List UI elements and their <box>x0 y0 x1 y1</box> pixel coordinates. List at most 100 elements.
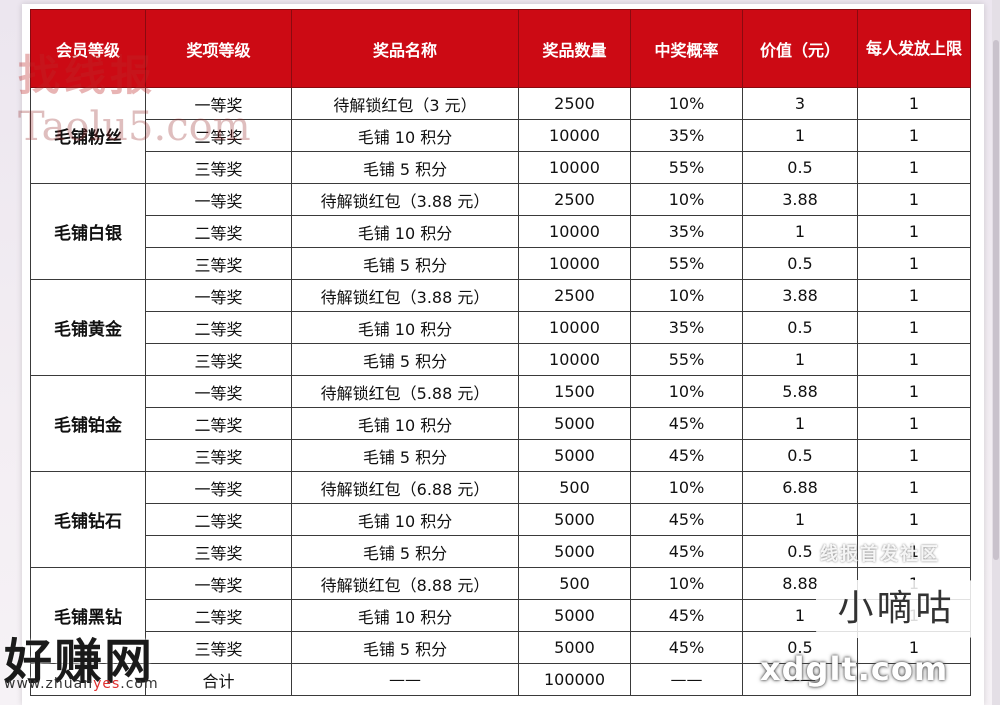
win-probability-cell: 10% <box>630 183 743 216</box>
table-row: 毛铺粉丝 一等奖 待解锁红包（3 元） 2500 10% 3 1 <box>30 87 971 184</box>
prize-tier-cell: 三等奖 <box>145 631 292 664</box>
per-person-limit-cell: 1 <box>857 599 971 632</box>
per-person-limit-cell: 1 <box>857 119 971 152</box>
value-cell: 0.5 <box>742 151 858 184</box>
table-row: 二等奖 毛铺 10 积分 10000 35% 0.5 1 <box>31 311 971 344</box>
total-row: 合计 —— 100000 —— —— <box>30 663 971 696</box>
member-level-cell: 毛铺钻石 <box>30 471 146 568</box>
member-level-cell: 毛铺粉丝 <box>30 87 146 184</box>
prize-tier-cell: 一等奖 <box>145 87 292 120</box>
value-cell: 0.5 <box>742 439 858 472</box>
prize-name-cell: 毛铺 10 积分 <box>291 215 519 248</box>
value-cell: 5.88 <box>742 375 858 408</box>
header-member-level: 会员等级 <box>30 9 146 88</box>
win-probability-cell: 45% <box>630 439 743 472</box>
prize-tier-cell: 二等奖 <box>145 215 292 248</box>
value-cell: 1 <box>742 215 858 248</box>
scrollbar[interactable] <box>992 0 1000 705</box>
prize-quantity-cell: 10000 <box>518 247 631 280</box>
total-limit-cell <box>857 663 971 696</box>
prize-tier-cell: 三等奖 <box>145 439 292 472</box>
prize-quantity-cell: 2500 <box>518 279 631 312</box>
prize-quantity-cell: 2500 <box>518 87 631 120</box>
total-label-cell: 合计 <box>145 663 292 696</box>
prize-quantity-cell: 500 <box>518 567 631 600</box>
win-probability-cell: 55% <box>630 343 743 376</box>
per-person-limit-cell: 1 <box>857 407 971 440</box>
table-row: 二等奖 毛铺 10 积分 5000 45% 1 1 <box>31 503 971 536</box>
table-row: 毛铺黄金 一等奖 待解锁红包（3.88 元） 2500 10% 3.88 1 <box>30 279 971 376</box>
win-probability-cell: 10% <box>630 471 743 504</box>
member-level-cell: 毛铺黑钻 <box>30 567 146 664</box>
prize-name-cell: 毛铺 10 积分 <box>291 503 519 536</box>
table-row: 三等奖 毛铺 5 积分 10000 55% 0.5 1 <box>31 247 971 280</box>
prize-name-cell: 毛铺 10 积分 <box>291 407 519 440</box>
prize-tier-cell: 三等奖 <box>145 151 292 184</box>
per-person-limit-cell: 1 <box>857 183 971 216</box>
table-row: 二等奖 毛铺 10 积分 10000 35% 1 1 <box>31 119 971 152</box>
prize-name-cell: 待解锁红包（6.88 元） <box>291 471 519 504</box>
per-person-limit-cell: 1 <box>857 247 971 280</box>
total-quantity-cell: 100000 <box>518 663 631 696</box>
header-win-probability: 中奖概率 <box>630 9 743 88</box>
prize-name-cell: 待解锁红包（3 元） <box>291 87 519 120</box>
value-cell: 6.88 <box>742 471 858 504</box>
per-person-limit-cell: 1 <box>857 535 971 568</box>
scrollbar-thumb[interactable] <box>993 40 999 560</box>
win-probability-cell: 55% <box>630 247 743 280</box>
win-probability-cell: 45% <box>630 503 743 536</box>
prize-quantity-cell: 5000 <box>518 407 631 440</box>
header-prize-quantity: 奖品数量 <box>518 9 631 88</box>
total-name-cell: —— <box>291 663 519 696</box>
prize-quantity-cell: 5000 <box>518 535 631 568</box>
prize-name-cell: 毛铺 10 积分 <box>291 311 519 344</box>
prize-tier-cell: 一等奖 <box>145 471 292 504</box>
per-person-limit-cell: 1 <box>857 87 971 120</box>
prize-tier-cell: 三等奖 <box>145 535 292 568</box>
win-probability-cell: 10% <box>630 375 743 408</box>
table-row: 三等奖 毛铺 5 积分 10000 55% 1 1 <box>31 343 971 376</box>
prize-tier-cell: 一等奖 <box>145 567 292 600</box>
per-person-limit-cell: 1 <box>857 471 971 504</box>
prize-quantity-cell: 5000 <box>518 599 631 632</box>
per-person-limit-cell: 1 <box>857 439 971 472</box>
member-level-cell: 毛铺黄金 <box>30 279 146 376</box>
value-cell: 0.5 <box>742 311 858 344</box>
prize-quantity-cell: 5000 <box>518 503 631 536</box>
prize-quantity-cell: 500 <box>518 471 631 504</box>
header-prize-name: 奖品名称 <box>291 9 519 88</box>
prize-tier-cell: 一等奖 <box>145 279 292 312</box>
per-person-limit-cell: 1 <box>857 503 971 536</box>
win-probability-cell: 35% <box>630 311 743 344</box>
prize-quantity-cell: 10000 <box>518 215 631 248</box>
win-probability-cell: 10% <box>630 87 743 120</box>
prize-tier-cell: 二等奖 <box>145 407 292 440</box>
prize-name-cell: 毛铺 5 积分 <box>291 247 519 280</box>
table-row: 二等奖 毛铺 10 积分 5000 45% 1 1 <box>31 407 971 440</box>
header-prize-tier: 奖项等级 <box>145 9 292 88</box>
value-cell: 3.88 <box>742 279 858 312</box>
total-probability-cell: —— <box>630 663 743 696</box>
prize-quantity-cell: 10000 <box>518 151 631 184</box>
prize-name-cell: 毛铺 5 积分 <box>291 535 519 568</box>
prize-quantity-cell: 1500 <box>518 375 631 408</box>
table-row: 三等奖 毛铺 5 积分 5000 45% 0.5 1 <box>31 631 971 664</box>
per-person-limit-cell: 1 <box>857 311 971 344</box>
prize-quantity-cell: 2500 <box>518 183 631 216</box>
total-blank-cell <box>30 663 146 696</box>
header-value: 价值（元） <box>742 9 858 88</box>
table-row: 毛铺白银 一等奖 待解锁红包（3.88 元） 2500 10% 3.88 1 <box>30 183 971 280</box>
win-probability-cell: 45% <box>630 535 743 568</box>
prize-name-cell: 毛铺 10 积分 <box>291 599 519 632</box>
prize-tier-cell: 二等奖 <box>145 311 292 344</box>
table-header-row: 会员等级 奖项等级 奖品名称 奖品数量 中奖概率 价值（元） 每人发放上限 <box>30 9 971 88</box>
prize-tier-cell: 一等奖 <box>145 375 292 408</box>
per-person-limit-cell: 1 <box>857 151 971 184</box>
per-person-limit-cell: 1 <box>857 631 971 664</box>
prize-name-cell: 待解锁红包（3.88 元） <box>291 183 519 216</box>
table-row: 二等奖 毛铺 10 积分 10000 35% 1 1 <box>31 215 971 248</box>
value-cell: 1 <box>742 503 858 536</box>
per-person-limit-cell: 1 <box>857 279 971 312</box>
per-person-limit-cell: 1 <box>857 375 971 408</box>
prize-tier-cell: 二等奖 <box>145 599 292 632</box>
